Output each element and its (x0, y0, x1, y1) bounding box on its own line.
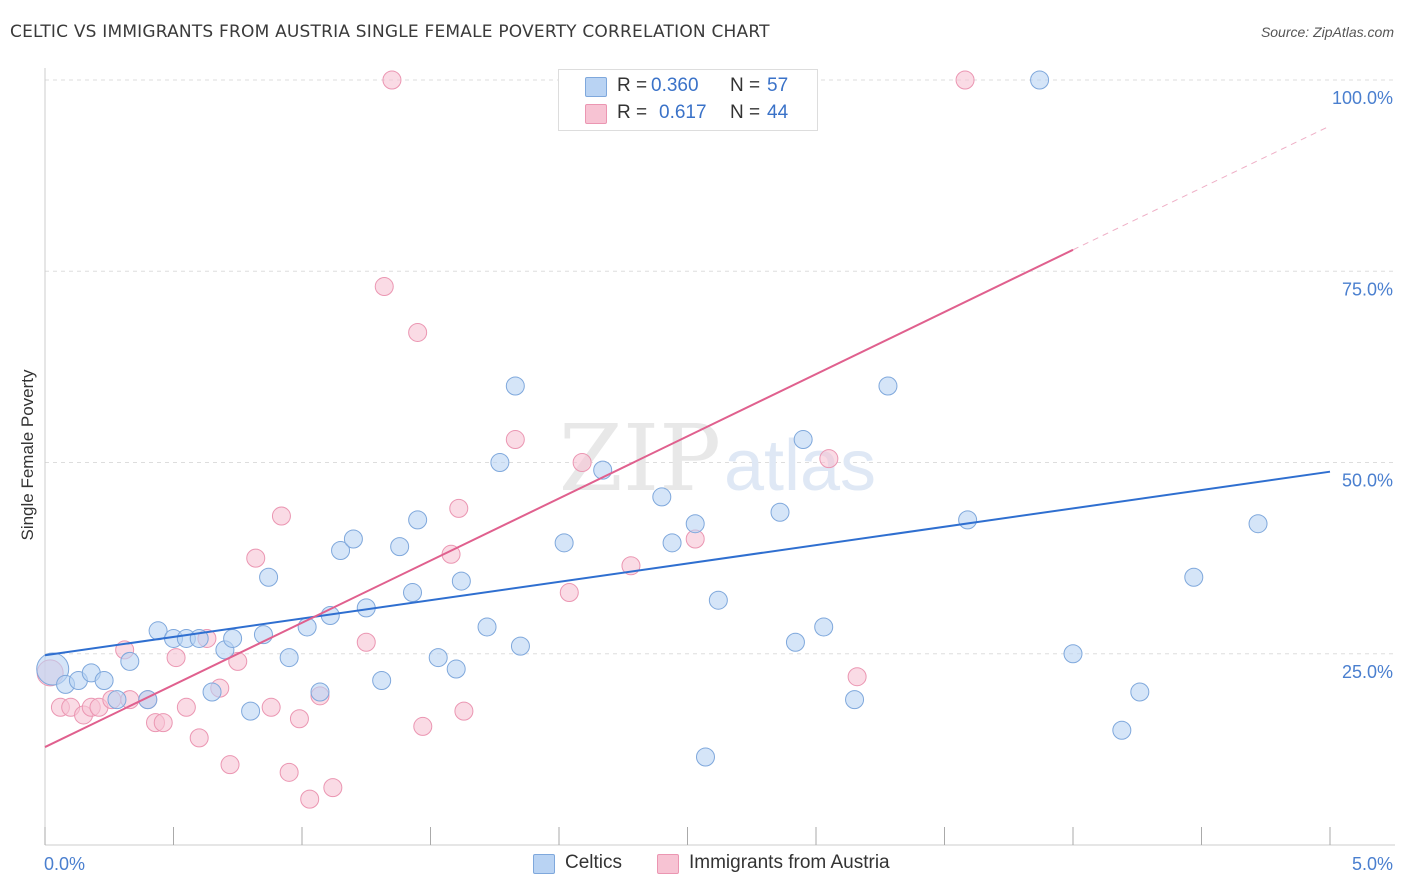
celtics-point (554, 533, 574, 553)
y-tick-label-3: 100.0% (1332, 88, 1393, 108)
celtics-point (408, 510, 428, 530)
trend-lines (44, 125, 1331, 748)
celtics-point (94, 671, 114, 691)
celtics-point (845, 690, 865, 710)
austria-swatch (585, 104, 607, 124)
austria-point (166, 648, 186, 668)
celtics-swatch (585, 77, 607, 97)
austria-point (189, 728, 209, 748)
celtics-point (1248, 514, 1268, 534)
celtics-point (202, 682, 222, 702)
austria-point (220, 755, 240, 775)
austria-point (408, 322, 428, 342)
celtics-point (708, 590, 728, 610)
celtics-point (652, 487, 672, 507)
austria-n-label: N = (730, 102, 761, 123)
austria-point (374, 277, 394, 297)
celtics-point (451, 571, 471, 591)
celtics-point (279, 648, 299, 668)
celtics-point (223, 628, 243, 648)
celtics-point (372, 671, 392, 691)
celtics-point (793, 430, 813, 450)
y-tick-label-2: 75.0% (1342, 279, 1393, 299)
austria-trend-line (44, 248, 1074, 748)
celtics-point (1030, 70, 1050, 90)
legend-austria-label: Immigrants from Austria (689, 852, 890, 873)
chart-title: CELTIC VS IMMIGRANTS FROM AUSTRIA SINGLE… (10, 22, 770, 42)
austria-point (847, 667, 867, 687)
celtics-n-value: 57 (767, 75, 789, 96)
source-label: Source: ZipAtlas.com (1260, 24, 1394, 40)
celtics-point (695, 747, 715, 767)
celtics-point (477, 617, 497, 637)
austria-point (572, 453, 592, 472)
celtics-point (428, 648, 448, 668)
y-tick-label-0: 25.0% (1342, 662, 1393, 682)
celtics-point (259, 567, 279, 587)
celtics-point (310, 682, 330, 702)
celtics-point (446, 659, 466, 679)
austria-point (559, 583, 579, 603)
austria-point (279, 762, 299, 782)
x-tick-label-0: 0.0% (44, 854, 85, 874)
celtics-point (403, 583, 423, 603)
austria-point (289, 709, 309, 729)
austria-trend-line-extension (1072, 125, 1331, 251)
celtics-point (814, 617, 834, 637)
celtics-n-label: N = (730, 75, 761, 96)
austria-point (505, 430, 525, 450)
celtics-point (1130, 682, 1150, 702)
gridlines (45, 79, 1395, 655)
celtics-point (510, 636, 530, 656)
austria-point (413, 716, 433, 736)
celtics-point (505, 376, 525, 396)
stats-box: R = 0.360 N = 57 R = 0.617 N = 44 (558, 69, 818, 131)
legend-austria-swatch (657, 854, 679, 874)
austria-point (356, 632, 376, 652)
legend-celtics-label: Celtics (565, 852, 623, 873)
austria-point (261, 697, 281, 717)
celtics-point (878, 376, 898, 396)
austria-point (323, 778, 343, 798)
austria-point (382, 70, 402, 90)
austria-point (176, 697, 196, 717)
x-tick-label-1: 5.0% (1352, 854, 1393, 874)
celtics-point (241, 701, 261, 721)
celtics-r-value: 0.360 (651, 75, 699, 96)
austria-n-value: 44 (767, 102, 789, 123)
celtics-point (1184, 567, 1204, 587)
celtics-point (785, 632, 805, 652)
celtics-point (1063, 644, 1083, 664)
celtics-point (958, 510, 978, 530)
celtics-point (662, 533, 682, 553)
y-tick-label-1: 50.0% (1342, 471, 1393, 491)
celtics-point (685, 514, 705, 534)
celtics-point (331, 540, 351, 560)
celtics-r-label: R = (617, 75, 648, 96)
austria-point (454, 701, 474, 721)
axes (44, 68, 1395, 846)
celtics-point (770, 502, 790, 522)
celtics-point (107, 690, 127, 710)
austria-point (819, 449, 839, 469)
austria-point (449, 498, 469, 518)
celtics-point (120, 651, 140, 671)
tick-labels: 25.0% 50.0% 75.0% 100.0% 0.0% 5.0% (44, 88, 1393, 874)
celtics-trend-line (44, 470, 1331, 657)
austria-r-value: 0.617 (659, 102, 707, 123)
legend-celtics-swatch (533, 854, 555, 874)
austria-point (955, 70, 975, 90)
celtics-point (1112, 720, 1132, 740)
celtics-point (343, 529, 363, 549)
austria-point (153, 713, 173, 733)
celtics-point (390, 537, 410, 557)
austria-point (300, 789, 320, 809)
austria-r-label: R = (617, 102, 648, 123)
austria-point (271, 506, 291, 526)
austria-point (246, 548, 266, 568)
celtics-point (490, 453, 510, 472)
